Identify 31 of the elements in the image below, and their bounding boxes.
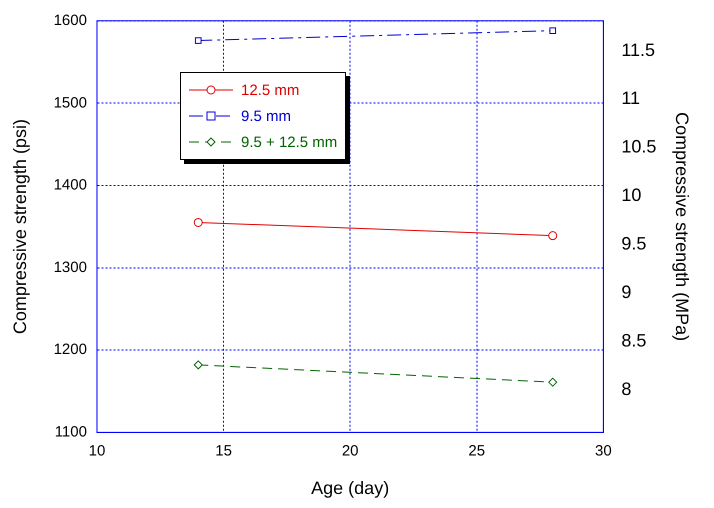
point [548,231,558,240]
x-tick-label: 30 [595,442,612,460]
y-tick-label: 1200 [54,341,87,358]
y-tick-label: 1500 [54,94,87,112]
y2-tick-label: 10.5 [621,136,656,157]
y2-tick-label: 9 [621,282,632,302]
x-tick-label: 20 [342,442,359,460]
point [194,218,203,227]
point [194,360,203,370]
y2-axis-title: Compressive strength (MPa) [672,112,692,342]
legend-label: 9.5 + 12.5 mm [241,134,338,150]
x-axis-title: Age (day) [311,478,390,498]
y2-tick-label: 8 [621,378,632,399]
y-tick-label: 1100 [54,424,87,441]
y2-tick-label: 9.5 [621,233,646,254]
y2-tick-label: 11 [621,88,640,108]
legend-label: 12.5 mm [241,82,300,98]
point [549,27,556,34]
y-tick-label: 1600 [54,12,87,29]
y-axis-title: Compressive strength (psi) [10,119,30,334]
x-tick-label: 25 [468,442,486,460]
x-tick-label: 15 [215,442,232,460]
y2-tick-label: 11.5 [621,40,656,60]
x-tick-label: 10 [88,442,106,460]
y-tick-label: 1300 [54,258,87,276]
y2-tick-label: 8.5 [621,330,646,350]
point [194,37,202,44]
y2-tick-label: 10 [621,185,642,206]
legend-label: 9.5 mm [241,108,292,124]
point [548,378,558,387]
y-tick-label: 1400 [54,176,87,194]
